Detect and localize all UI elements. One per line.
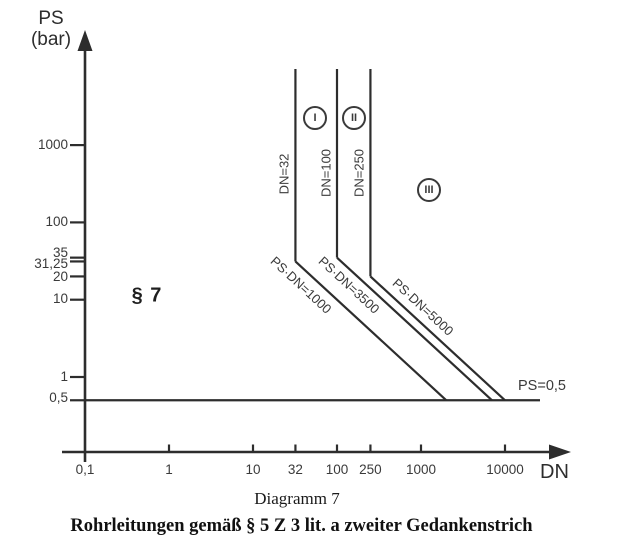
zone-badge-1: I	[303, 106, 327, 130]
plot-line	[369, 275, 506, 402]
x-tick-label: 1000	[405, 462, 437, 477]
boundary-label-dn250: DN=250	[351, 148, 367, 198]
x-tick-label: 100	[325, 462, 349, 477]
y-axis-label-line2: (bar)	[30, 29, 72, 50]
zone-label-3: III	[424, 184, 434, 196]
y-axis-arrow-icon	[77, 30, 93, 51]
y-tick-label: 1	[60, 369, 68, 384]
y-tick-label: 20	[52, 268, 68, 284]
plot-line	[336, 256, 493, 402]
zone-badge-2: II	[342, 106, 366, 130]
zone-label-par7: § 7	[131, 284, 163, 307]
y-axis-label: PS (bar)	[22, 8, 80, 50]
x-tick-label: 1	[165, 462, 173, 477]
boundary-label-dn32: DN=32	[276, 153, 292, 195]
x-tick-label: 32	[287, 462, 303, 477]
y-tick-label: 35	[52, 245, 68, 261]
x-tick-label: 10	[245, 462, 261, 477]
y-tick-label: 1000	[37, 137, 68, 153]
x-tick-label: 250	[359, 462, 382, 477]
boundary-label-dn100: DN=100	[318, 148, 334, 198]
x-axis-arrow-icon	[549, 444, 571, 460]
y-tick-label: 31,25	[34, 255, 68, 271]
boundary-label-ps05: PS=0,5	[518, 378, 566, 394]
zone-label-1: I	[313, 112, 317, 124]
y-tick-label: 0,5	[49, 390, 68, 406]
x-tick-label: 10000	[486, 462, 524, 477]
x-axis-label: DN	[540, 461, 569, 483]
zone-badge-3: III	[417, 178, 441, 202]
y-axis-label-line1: PS	[38, 8, 64, 29]
y-tick-label: 10	[52, 290, 68, 306]
plot-line	[294, 260, 448, 402]
zone-label-2: II	[350, 112, 358, 124]
figure-caption: Diagramm 7	[254, 489, 340, 508]
y-tick-label: 100	[45, 214, 68, 230]
x-tick-label: 0,1	[75, 462, 95, 477]
figure-title: Rohrleitungen gemäß § 5 Z 3 lit. a zweit…	[70, 516, 533, 536]
